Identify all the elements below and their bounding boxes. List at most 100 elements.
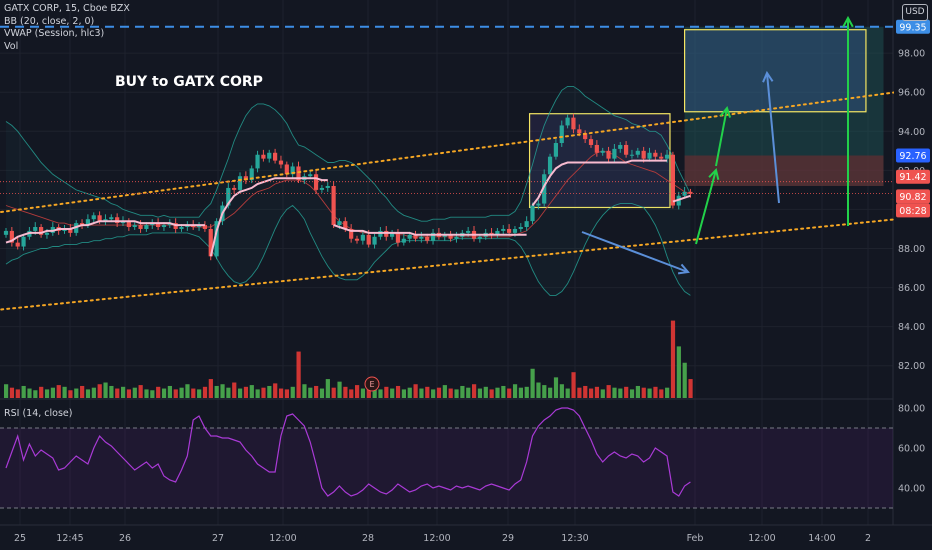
vwap-legend[interactable]: VWAP (Session, hlc3) (4, 28, 105, 39)
bollinger-bands (5, 85, 691, 296)
volume-bar (390, 388, 395, 398)
time-axis[interactable]: 25 12:45 26 27 12:00 28 12:00 29 12:30 Feb 12:00 14… (0, 524, 932, 550)
candle-body (44, 232, 50, 235)
volume-bar (50, 387, 55, 398)
volume-bar (489, 389, 494, 398)
bb-basis-line (5, 150, 691, 238)
volume-bar (208, 379, 213, 398)
candle-body (530, 205, 535, 222)
volume-bar (68, 390, 73, 398)
volume-bar (179, 387, 184, 398)
volume-bar (360, 388, 366, 398)
volume-bar (343, 386, 348, 398)
price-axis[interactable]: 98.0096.0094.0092.0090.0088.0086.0084.00… (894, 0, 932, 525)
candle-body (97, 215, 102, 222)
volume-bar (202, 386, 208, 398)
price-tick-label: 84.00 (898, 322, 925, 333)
volume-bar (15, 389, 20, 398)
candle-body (9, 230, 14, 243)
price-label-text-last: 90.82 (899, 192, 926, 203)
volume-bar (553, 377, 559, 398)
candle-body (688, 191, 693, 194)
volume-bar (536, 382, 541, 398)
bb-legend[interactable]: BB (20, close, 2, 0) (4, 15, 95, 27)
candle-body (331, 185, 336, 226)
green-arrow-1-head (708, 167, 720, 180)
candle-body (600, 150, 605, 153)
candle-body (401, 238, 406, 243)
time-tick-label: Feb (687, 533, 704, 544)
candle-body (606, 150, 611, 159)
rsi-tick-label: 80.00 (898, 404, 925, 415)
volume-bar (501, 385, 506, 398)
candle-body (583, 133, 588, 140)
volume-bar (74, 388, 79, 398)
volume-bar (454, 389, 459, 398)
symbol-legend[interactable]: GATX CORP, 15, Cboe BZX (4, 3, 130, 14)
drawings-front[interactable] (0, 15, 932, 315)
time-tick-label: 12:30 (561, 533, 588, 544)
volume-bar (372, 387, 377, 398)
volume-bar (589, 388, 594, 398)
volume-bar (238, 388, 243, 398)
volume-bar (618, 388, 623, 398)
volume-bar (548, 387, 553, 398)
target-box (683, 29, 867, 113)
volume-bar (378, 389, 383, 398)
candle-body (319, 187, 324, 190)
time-tick-label: 28 (362, 533, 374, 544)
volume-bar (62, 386, 67, 398)
buy-annotation[interactable]: BUY to GATX CORP (115, 74, 263, 90)
volume-bar (144, 389, 149, 398)
volume-bar (331, 387, 336, 398)
volume-bar (483, 386, 488, 398)
price-axis-bg (894, 0, 932, 525)
volume-bar (185, 384, 190, 398)
volume-bar (296, 351, 301, 398)
volume-bar (431, 389, 436, 398)
volume-bar (507, 388, 512, 398)
volume-bar (419, 388, 424, 398)
earnings-marker[interactable]: E (364, 376, 380, 392)
channel-lower (0, 214, 932, 311)
volume-bar (319, 388, 325, 398)
candle-body (635, 150, 640, 155)
candle-body (226, 187, 231, 206)
currency-button[interactable]: USD (902, 4, 928, 21)
candle-body (659, 156, 664, 159)
blue-arrow-up-head (762, 70, 774, 83)
volume-bar (267, 385, 272, 398)
earnings-icon[interactable] (364, 376, 380, 392)
candle-body (466, 230, 471, 233)
grid-lines (0, 0, 894, 525)
candle-body (103, 219, 108, 222)
candle-body (39, 227, 44, 235)
candle-body (261, 154, 266, 159)
candle-body (430, 232, 436, 241)
rsi-pane (0, 407, 893, 509)
vwap-segment (672, 194, 691, 203)
volume-bar (413, 384, 418, 398)
candle-body (670, 154, 675, 206)
bb-upper-line (5, 85, 691, 222)
price-label-stop (896, 148, 930, 163)
volume-bar (512, 384, 518, 398)
rsi-legend[interactable]: RSI (14, close) (4, 408, 73, 419)
volume-bar (85, 389, 91, 398)
candle-body (249, 168, 254, 181)
candle-body (79, 223, 85, 226)
price-tick-label: 94.00 (898, 127, 925, 138)
candle-body (588, 139, 594, 145)
vol-legend[interactable]: Vol (4, 40, 19, 52)
candle-body (343, 221, 348, 229)
indicator-legend: GATX CORP, 15, Cboe BZX BB (20, close, 2… (4, 3, 130, 53)
candle-body (395, 232, 401, 243)
candle-body (495, 230, 500, 235)
volume-bar (197, 389, 202, 398)
candle-body (372, 236, 377, 245)
blue-arrow-down-head (677, 263, 690, 275)
candle-body (290, 166, 295, 175)
candle-body (512, 228, 518, 233)
